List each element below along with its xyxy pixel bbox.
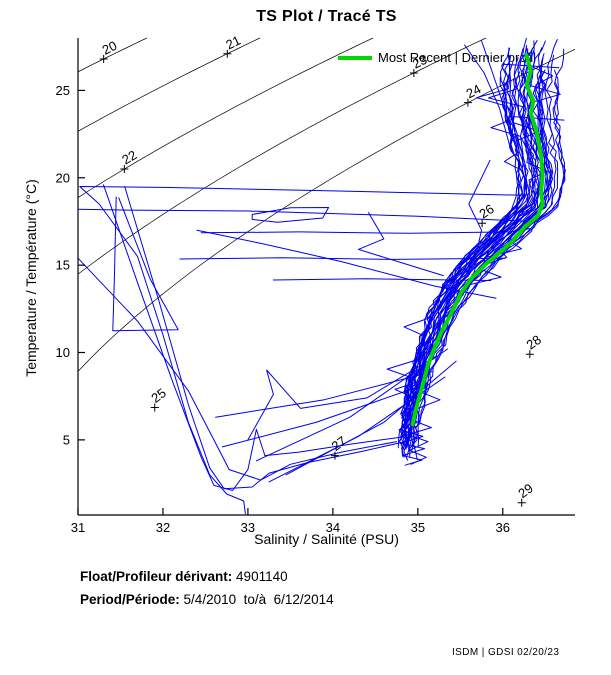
isopycnal-contour-23 (78, 37, 487, 275)
contour-label-marker-25 (150, 403, 159, 412)
contour-label-marker-23 (409, 68, 418, 77)
period-row: Period/Période: 5/4/2010 to/à 6/12/2014 (80, 588, 334, 611)
profile-line-outlier-15 (247, 355, 437, 441)
plot-title: TS Plot / Tracé TS (256, 8, 397, 25)
credit-stamp: ISDM | GDSI 02/20/23 (452, 647, 560, 658)
x-tick-label: 31 (71, 520, 85, 535)
contour-label-marker-21 (223, 49, 232, 58)
isopycnal-contour-21 (78, 37, 261, 132)
contour-label-29: 29 (515, 480, 536, 501)
y-tick-label: 15 (56, 258, 70, 273)
contour-label-marker-28 (525, 350, 534, 359)
profile-line-band-2 (409, 54, 557, 458)
contour-label-24: 24 (464, 81, 484, 101)
period-label: Period/Période: (80, 592, 180, 607)
float-id-label: Float/Profileur dérivant: (80, 569, 233, 584)
profile-line-outlier-11 (285, 360, 457, 476)
profile-line-outlier-17 (398, 428, 426, 466)
contour-label-marker-22 (120, 165, 129, 174)
most-recent-profile-line (410, 53, 545, 427)
x-tick-label: 35 (411, 520, 425, 535)
profile-line-outlier-24 (468, 159, 491, 250)
legend-line-swatch (338, 55, 372, 60)
profile-line-outlier-1 (79, 186, 525, 515)
y-tick-label: 25 (56, 83, 70, 98)
profile-line-band-30 (406, 76, 541, 445)
contour-label-27: 27 (329, 433, 350, 454)
profile-line-outlier-7 (179, 257, 506, 260)
x-axis-label: Salinity / Salinité (PSU) (254, 531, 399, 547)
axes-spines (77, 38, 575, 516)
contour-label-22: 22 (119, 147, 139, 167)
profile-line-outlier-19 (464, 44, 512, 153)
profile-line-outlier-23 (357, 212, 444, 277)
contour-label-23: 23 (410, 52, 430, 72)
contour-label-marker-20 (99, 54, 108, 63)
contour-label-marker-27 (330, 451, 339, 460)
profile-line-outlier-20 (481, 40, 516, 144)
x-tick-label: 34 (326, 520, 340, 535)
y-tick-label: 20 (56, 170, 70, 185)
plot-footer: Float/Profileur dérivant: 4901140 Period… (80, 565, 334, 611)
isopycnal-contour-20 (78, 37, 147, 73)
x-tick-label: 36 (496, 520, 510, 535)
profile-line-band-35 (394, 57, 553, 452)
x-tick-label: 32 (156, 520, 170, 535)
profile-line-band-29 (404, 44, 535, 448)
contour-label-marker-24 (463, 98, 472, 107)
profile-line-outlier-2 (112, 196, 179, 332)
legend: Most Recent | Dernier profil (338, 50, 536, 65)
contour-label-25: 25 (148, 385, 169, 406)
profile-line-outlier-13 (221, 383, 427, 448)
profile-line-band-33 (398, 73, 526, 451)
y-tick-label: 10 (56, 345, 70, 360)
contour-label-21: 21 (223, 33, 243, 53)
contour-label-marker-26 (478, 219, 487, 228)
y-axis-label: Temperature / Température (°C) (23, 179, 39, 377)
profile-line-outlier-14 (215, 371, 433, 418)
profile-line-outlier-5 (78, 257, 398, 481)
profile-line-band-34 (399, 47, 522, 442)
contour-label-20: 20 (100, 38, 120, 58)
period-value: 5/4/2010 to/à 6/12/2014 (183, 592, 334, 607)
profile-line-band-19 (412, 48, 566, 461)
legend-label: Most Recent | Dernier profil (378, 50, 536, 65)
float-id-value: 4901140 (236, 569, 288, 584)
profile-line-outlier-9 (251, 207, 330, 223)
profile-line-outlier-3 (103, 184, 420, 491)
y-tick-label: 5 (63, 432, 70, 447)
profile-line-outlier-18 (407, 418, 432, 465)
float-id-row: Float/Profileur dérivant: 4901140 (80, 565, 334, 588)
isopycnal-contour-22 (78, 37, 374, 198)
profile-line-band-28 (401, 57, 529, 434)
x-tick-label: 33 (241, 520, 255, 535)
contour-label-26: 26 (476, 201, 496, 221)
plot-clip-group (78, 37, 575, 515)
contour-label-28: 28 (523, 332, 544, 353)
isopycnal-contour-24 (78, 48, 575, 372)
contour-label-marker-29 (517, 498, 526, 507)
